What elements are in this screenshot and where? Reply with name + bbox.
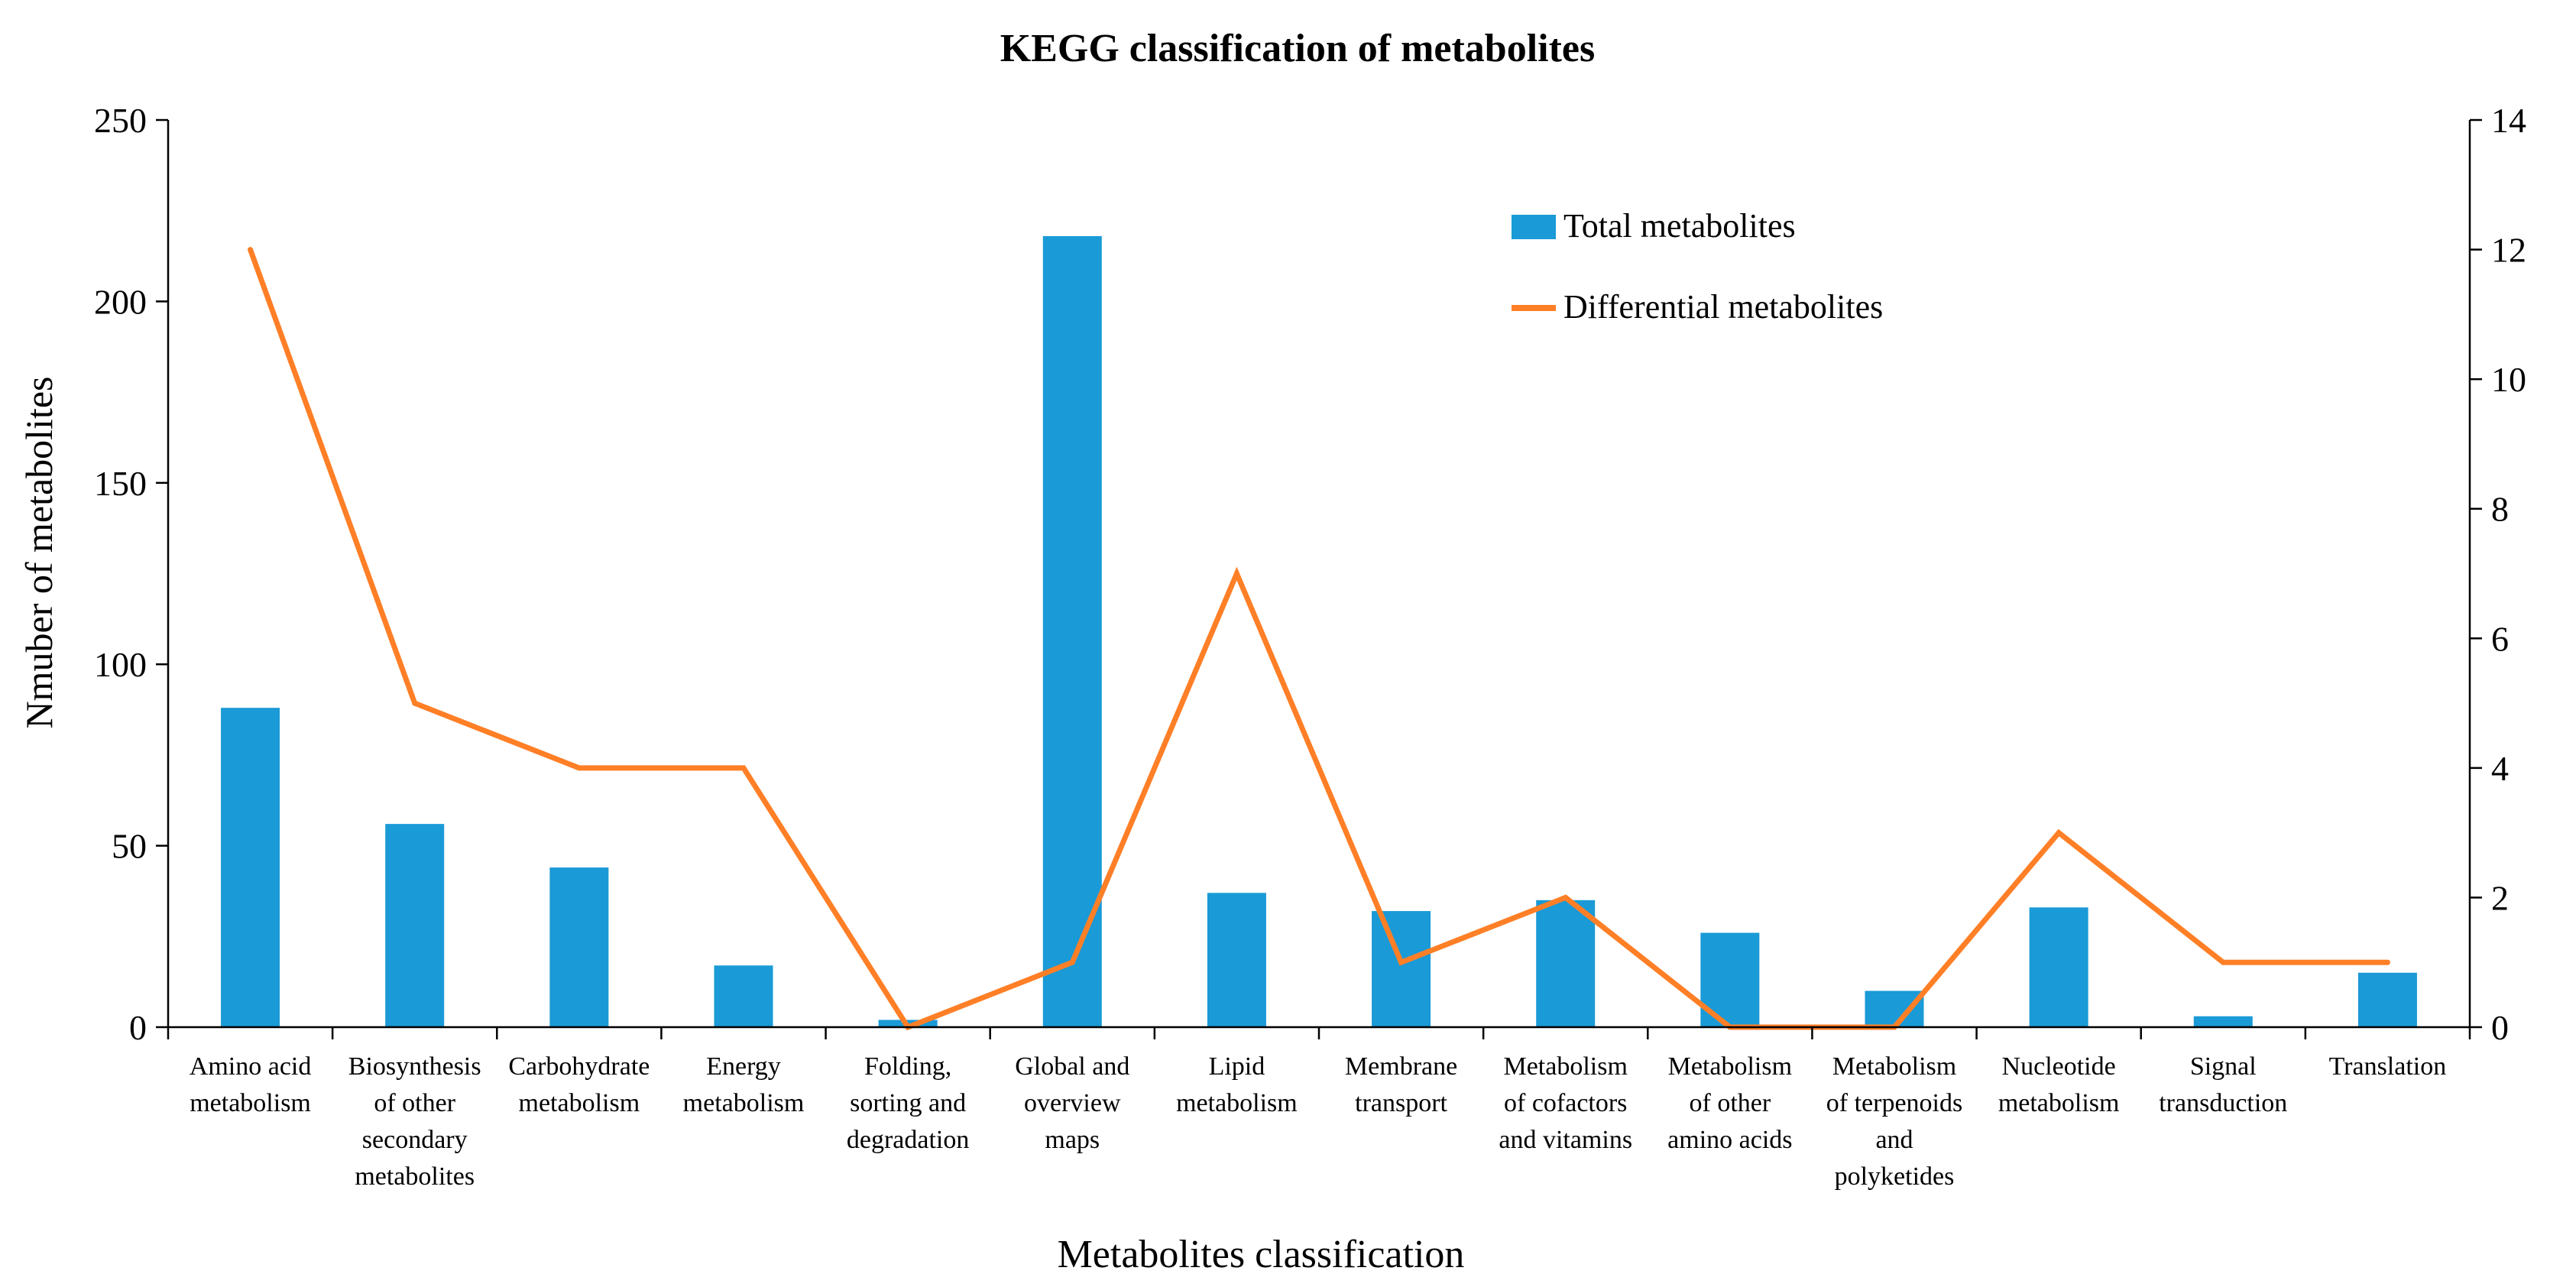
line-point (412, 700, 418, 706)
legend: Total metabolites Differential metabolit… (1512, 207, 1883, 326)
bar (1042, 235, 1102, 1027)
bar-group (221, 235, 2417, 1027)
line-point (1398, 959, 1405, 965)
category-label: Amino acid metabolism (190, 1052, 312, 1117)
bar (2357, 972, 2417, 1027)
right-tick-label: 4 (2491, 749, 2509, 788)
category-label: Metabolism of cofactors and vitamins (1499, 1052, 1632, 1154)
bar (1536, 900, 1596, 1027)
bar (221, 708, 280, 1027)
bar (714, 965, 773, 1027)
right-tick-label: 12 (2491, 231, 2526, 270)
left-tick-label: 150 (94, 464, 147, 503)
bar (549, 867, 609, 1027)
bar (385, 824, 445, 1027)
category-label: Metabolism of other amino acids (1667, 1052, 1792, 1154)
line-point (576, 765, 582, 771)
legend-label-total: Total metabolites (1563, 207, 1796, 245)
axes (167, 120, 2471, 1039)
line-point (248, 247, 254, 253)
x-axis-label: Metabolites classification (1058, 1233, 1465, 1276)
category-label: Folding, sorting and degradation (847, 1052, 970, 1154)
legend-label-differential: Differential metabolites (1563, 288, 1883, 326)
right-tick-label: 8 (2491, 490, 2509, 529)
category-label: Nucleotide metabolism (1998, 1052, 2120, 1117)
right-tick-label: 0 (2491, 1008, 2509, 1047)
line-point (1563, 894, 1569, 900)
left-tick-label: 50 (112, 827, 147, 866)
left-tick-label: 0 (129, 1008, 147, 1047)
category-labels: Amino acid metabolism Biosynthesis of other… (190, 1052, 2446, 1191)
line-point (1069, 959, 1075, 965)
bar (2029, 907, 2088, 1027)
line-point (2056, 830, 2062, 836)
bar (1372, 911, 1431, 1027)
right-axis-ticks: 0 2 4 6 8 10 12 14 (2470, 101, 2526, 1047)
bar (1865, 990, 1924, 1027)
bar (1207, 893, 1266, 1027)
category-label: Signal transduction (2159, 1052, 2287, 1117)
legend-swatch-total (1512, 215, 1556, 239)
line-point (2220, 959, 2226, 965)
left-tick-label: 100 (94, 645, 147, 684)
chart-title: KEGG classification of metabolites (1000, 27, 1595, 70)
right-tick-label: 10 (2491, 360, 2526, 399)
category-label: Global and overview maps (1015, 1052, 1129, 1154)
left-axis-ticks: 0 50 100 150 200 250 (94, 101, 168, 1047)
series-line (248, 248, 2388, 1031)
right-tick-label: 14 (2491, 101, 2526, 140)
right-tick-label: 2 (2491, 878, 2509, 917)
category-label: Energy metabolism (683, 1052, 805, 1117)
y-axis-label: Nmuber of metabolites (18, 377, 60, 729)
bar (2193, 1016, 2253, 1027)
line-point (1233, 571, 1239, 576)
line-point (2384, 959, 2390, 965)
right-tick-label: 6 (2491, 619, 2509, 658)
category-label: Membrane transport (1345, 1052, 1457, 1117)
line-group (248, 247, 2390, 1031)
category-label: Metabolism of terpenoids and polyketides (1826, 1052, 1962, 1191)
category-label: Biosynthesis of other secondary metabolites (348, 1052, 481, 1191)
category-label: Carbohydrate metabolism (508, 1052, 650, 1117)
category-label: Lipid metabolism (1176, 1052, 1298, 1117)
category-label: Translation (2329, 1052, 2447, 1081)
left-tick-label: 200 (94, 282, 147, 321)
line-point (740, 765, 747, 771)
left-tick-label: 250 (94, 101, 147, 140)
